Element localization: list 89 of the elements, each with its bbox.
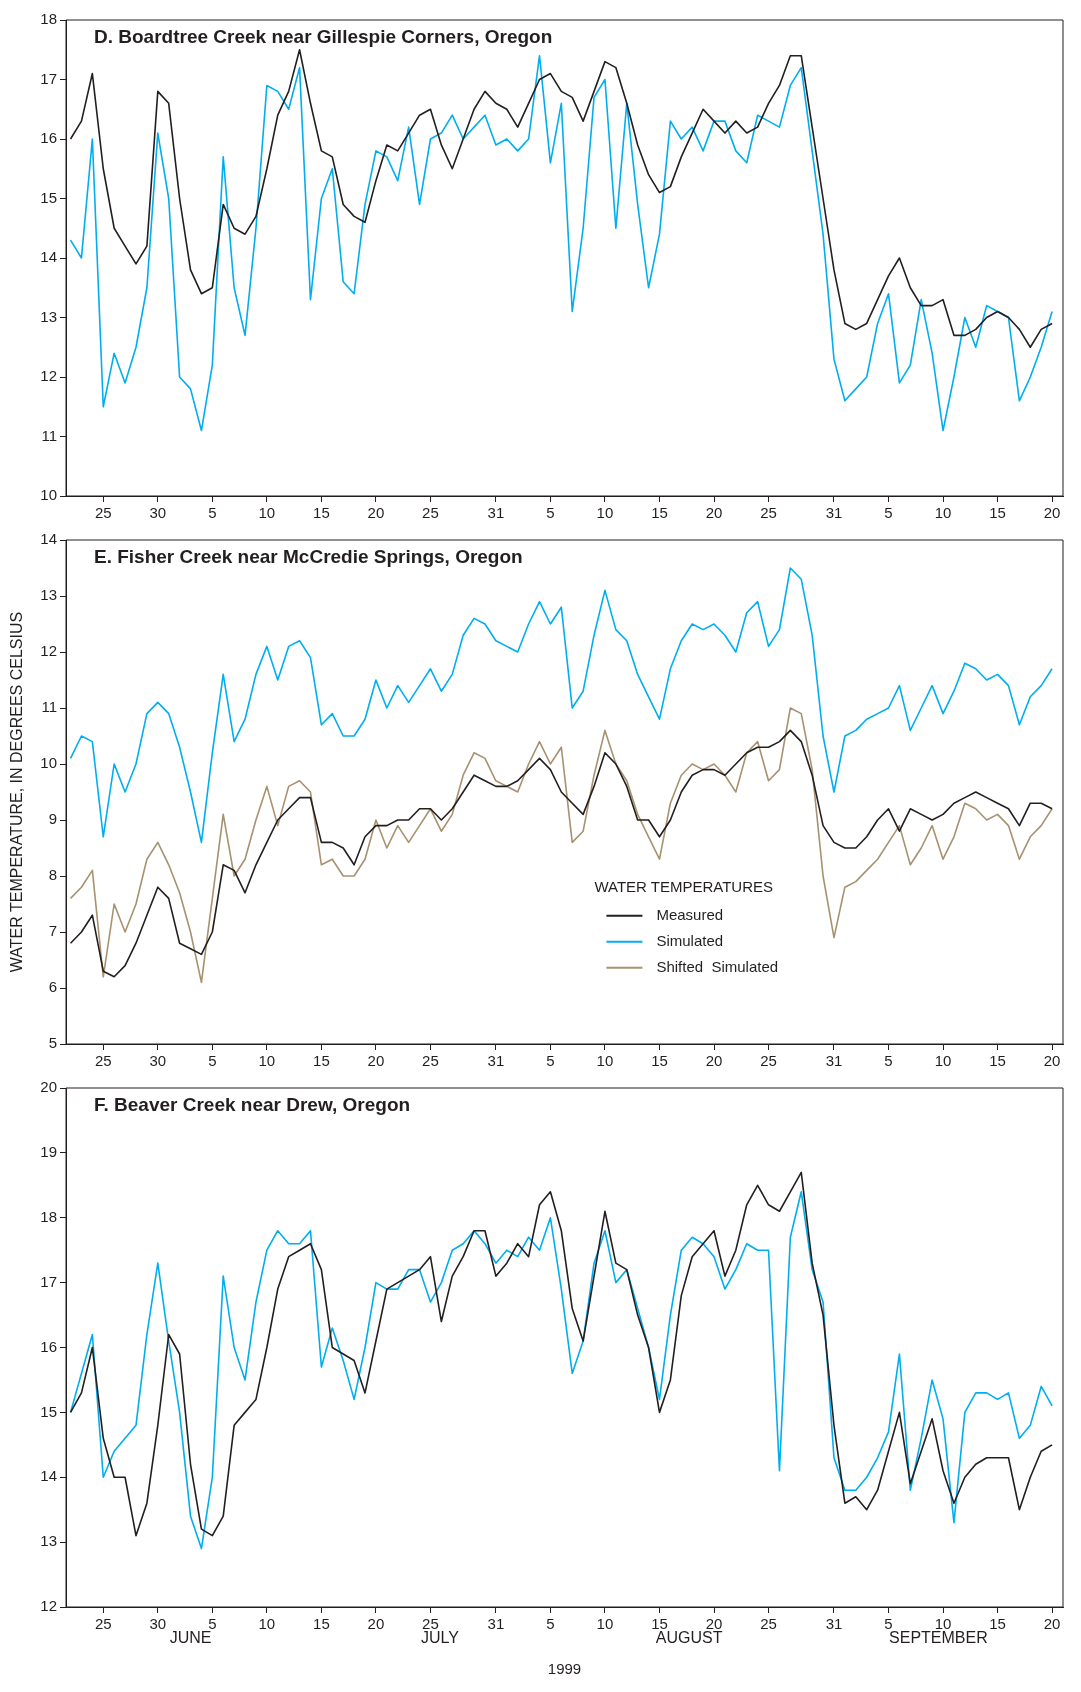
legend-title: WATER TEMPERATURES (594, 877, 774, 895)
x-tick-label: 30 (149, 1615, 167, 1633)
y-tick-label: 20 (40, 1078, 57, 1096)
x-tick-label: 15 (313, 504, 330, 522)
x-tick-label: 25 (760, 1052, 777, 1070)
text: JUNE (169, 1629, 212, 1647)
x-tick-label: 31 (825, 1052, 843, 1070)
x-tick-label: 10 (596, 1052, 614, 1070)
chart-title: F. Beaver Creek near Drew, Oregon (94, 1093, 411, 1115)
x-tick-label: 20 (367, 1052, 385, 1070)
x-tick-label: 15 (313, 1052, 330, 1070)
y-tick-label: 15 (40, 1402, 57, 1420)
y-tick-label: 16 (40, 1337, 57, 1355)
x-tick-label: 5 (546, 504, 555, 522)
x-tick-label: 10 (596, 1615, 614, 1633)
x-tick-label: 30 (149, 1052, 167, 1070)
y-axis-title: WATER TEMPERATURE, IN DEGREES CELSIUS (8, 611, 26, 973)
x-tick-label: 20 (367, 504, 385, 522)
text: JULY (420, 1629, 460, 1647)
legend-label: Measured (656, 905, 724, 923)
x-tick-label: 10 (258, 1052, 276, 1070)
y-tick-label: 10 (40, 486, 57, 504)
text: AUGUST (655, 1629, 723, 1647)
y-tick-label: 12 (40, 367, 57, 385)
x-tick-label: 31 (487, 504, 505, 522)
y-tick-label: 5 (48, 1034, 57, 1052)
x-axis-title: 1999 (547, 1660, 582, 1678)
y-tick-label: 12 (40, 642, 57, 660)
x-tick-label: 25 (760, 1615, 777, 1633)
y-tick-label: 10 (40, 754, 57, 772)
x-tick-label: 10 (596, 504, 614, 522)
x-tick-label: 15 (313, 1615, 330, 1633)
x-tick-label: 15 (989, 504, 1006, 522)
text: SEPTEMBER (889, 1629, 988, 1647)
x-tick-label: 10 (934, 504, 952, 522)
y-tick-label: 18 (40, 1207, 57, 1225)
x-tick-label: 5 (208, 1052, 217, 1070)
y-tick-label: 18 (40, 10, 57, 28)
x-tick-label: 31 (825, 504, 843, 522)
x-tick-label: 25 (422, 504, 439, 522)
x-tick-label: 15 (989, 1052, 1006, 1070)
x-tick-label: 5 (546, 1052, 555, 1070)
y-tick-label: 7 (48, 922, 57, 940)
legend-label: Shifted Simulated (656, 957, 779, 975)
chart-title: E. Fisher Creek near McCredie Springs, Oregon (94, 545, 523, 567)
x-tick-label: 20 (705, 504, 723, 522)
x-tick-label: 20 (367, 1615, 385, 1633)
y-tick-label: 15 (40, 188, 57, 206)
y-tick-label: 8 (48, 866, 57, 884)
x-tick-label: 10 (258, 504, 276, 522)
x-tick-label: 20 (1043, 1052, 1061, 1070)
y-tick-label: 9 (48, 810, 57, 828)
y-tick-label: 13 (40, 1532, 57, 1550)
x-tick-label: 5 (884, 504, 893, 522)
x-tick-label: 15 (651, 1052, 668, 1070)
x-tick-label: 10 (258, 1615, 276, 1633)
x-tick-label: 5 (884, 1052, 893, 1070)
y-tick-label: 14 (40, 530, 57, 548)
x-tick-label: 25 (422, 1052, 439, 1070)
x-tick-label: 15 (989, 1615, 1006, 1633)
y-tick-label: 11 (41, 426, 57, 444)
y-tick-label: 17 (40, 1272, 57, 1290)
y-tick-label: 17 (40, 69, 57, 87)
x-tick-label: 31 (487, 1052, 505, 1070)
x-tick-label: 31 (825, 1615, 843, 1633)
x-tick-label: 25 (94, 1615, 112, 1633)
x-tick-label: 30 (149, 504, 167, 522)
y-tick-label: 11 (41, 698, 57, 716)
y-tick-label: 16 (40, 129, 57, 147)
x-tick-label: 10 (934, 1052, 952, 1070)
x-tick-label: 20 (705, 1052, 723, 1070)
y-tick-label: 13 (40, 586, 57, 604)
x-tick-label: 5 (208, 504, 217, 522)
y-tick-label: 14 (40, 248, 57, 266)
x-tick-label: 31 (487, 1615, 505, 1633)
x-tick-label: 15 (651, 504, 668, 522)
x-tick-label: 25 (760, 504, 777, 522)
x-tick-label: 5 (546, 1615, 555, 1633)
legend-label: Simulated (656, 931, 724, 949)
x-tick-label: 20 (1043, 1615, 1061, 1633)
y-tick-label: 13 (40, 307, 57, 325)
y-tick-label: 12 (40, 1597, 57, 1615)
y-tick-label: 14 (40, 1467, 57, 1485)
x-tick-label: 20 (1043, 504, 1061, 522)
x-tick-label: 25 (94, 1052, 112, 1070)
y-tick-label: 19 (40, 1143, 57, 1161)
x-tick-label: 25 (94, 504, 112, 522)
chart-title: D. Boardtree Creek near Gillespie Corners, Oregon (94, 25, 553, 47)
y-tick-label: 6 (48, 978, 57, 996)
